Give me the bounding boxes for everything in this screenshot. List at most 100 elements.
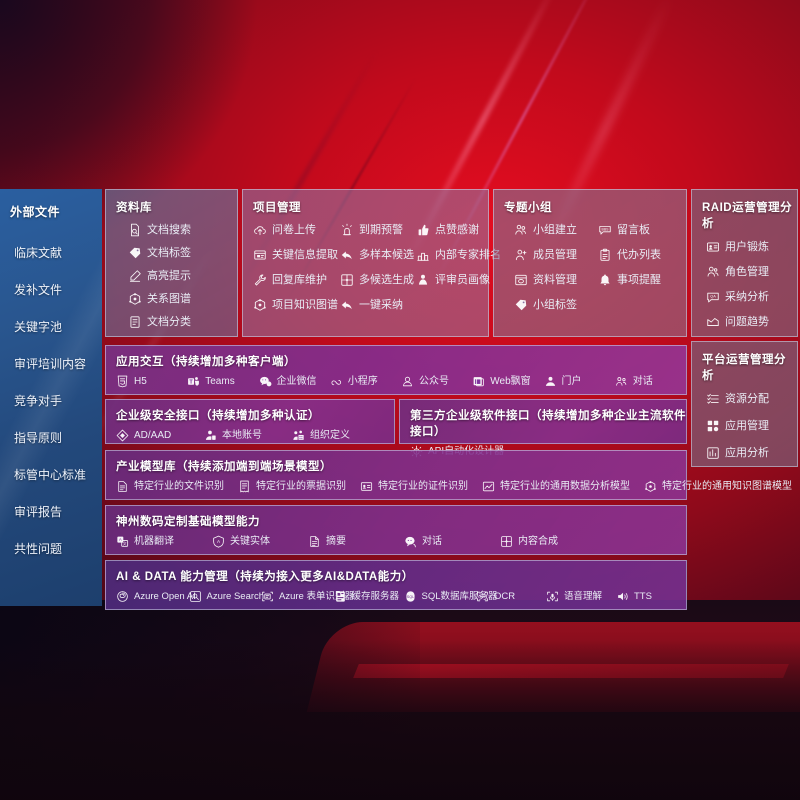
openai-spiral-icon [116, 590, 129, 603]
entity-badge-icon: A [212, 535, 225, 548]
idcard-recognize-icon [360, 480, 373, 493]
project-item-expiry-alert[interactable]: 到期预警 [340, 223, 414, 237]
sidebar-item-standards-center[interactable]: 标管中心标准 [14, 468, 87, 482]
library-item-relation-graph[interactable]: 关系图谱 [128, 292, 229, 306]
model-item-receipt-recognition[interactable]: 特定行业的票据识别 [238, 480, 346, 493]
project-item-one-click-adopt[interactable]: 一键采纳 [340, 298, 414, 312]
ai-item-cache-server[interactable]: 缓存服务器 [334, 590, 404, 603]
dcits-item-summary[interactable]: 摘要 [308, 535, 404, 548]
model-item-file-recognition[interactable]: 特定行业的文件识别 [116, 480, 224, 493]
interaction-item-miniprogram[interactable]: 小程序 [330, 375, 401, 388]
search-doc-icon [189, 590, 202, 603]
portal-user-icon [544, 375, 557, 388]
project-item-thanks-like[interactable]: 点赞感谢 [416, 223, 501, 237]
platform-item-app-analysis[interactable]: 应用分析 [706, 446, 789, 460]
panel-platform-title: 平台运营管理分析 [702, 354, 786, 382]
group-item-member-management[interactable]: 成员管理 [514, 248, 594, 262]
platform-item-resource-allocation[interactable]: 资源分配 [706, 392, 789, 406]
dcits-item-content-synthesis[interactable]: 内容合成 [500, 535, 596, 548]
project-item-project-knowledge-graph[interactable]: 项目知识图谱 [253, 298, 338, 312]
raid-item-user-training[interactable]: 用户锻炼 [706, 240, 789, 254]
sidebar-item-review-training[interactable]: 审评培训内容 [14, 357, 87, 371]
interaction-item-wecom[interactable]: 企业微信 [259, 375, 330, 388]
group-item-message-board[interactable]: BBS 留言板 [598, 223, 678, 237]
panel-ai-data-management: AI & DATA 能力管理（持续为接入更多AI&DATA能力） Azure O… [105, 560, 687, 610]
ai-item-azure-form-recognizer[interactable]: Azure 表单识别器 [261, 590, 354, 603]
org-structure-icon [292, 429, 305, 442]
interaction-item-h5[interactable]: H5 [116, 375, 187, 388]
clipboard-list-icon [598, 248, 612, 262]
sidebar-item-competitors[interactable]: 竞争对手 [14, 394, 63, 408]
ai-item-azure-openai[interactable]: Azure Open AI [116, 590, 196, 603]
interaction-item-portal[interactable]: 门户 [544, 375, 615, 388]
ai-item-azure-search[interactable]: Azure Search [189, 590, 264, 603]
group-item-material-management[interactable]: 资料管理 [514, 273, 594, 287]
teams-icon [187, 375, 200, 388]
ranking-bar-icon [416, 248, 430, 262]
library-item-document-category[interactable]: 文档分类 [128, 315, 229, 329]
group-item-create-group[interactable]: 小组建立 [514, 223, 594, 237]
ai-item-voice-understanding[interactable]: 语音理解 [546, 590, 616, 603]
project-item-key-info-extract[interactable]: 关键信息提取 [253, 248, 338, 262]
project-item-questionnaire-upload[interactable]: 问卷上传 [253, 223, 338, 237]
sidebar: 外部文件 临床文献 发补文件 关键字池 审评培训内容 竞争对手 指导原则 标管中… [0, 189, 102, 606]
project-item-reply-library-maintain[interactable]: 回复库维护 [253, 273, 338, 287]
ai-item-ocr[interactable]: OCR OCR [477, 590, 516, 602]
tag-icon [128, 246, 142, 260]
panel-enterprise-security: 企业级安全接口（持续增加多种认证） AD/AAD 本地账号 组织定义 [105, 399, 395, 444]
platform-item-app-management[interactable]: 应用管理 [706, 419, 789, 433]
ai-item-sql-database-server[interactable]: SQL SQL数据库服务器 [404, 590, 498, 603]
security-item-ad-aad[interactable]: AD/AAD [116, 429, 204, 442]
sidebar-item-keyword-pool[interactable]: 关键字池 [14, 320, 63, 334]
security-item-local-account[interactable]: 本地账号 [204, 429, 292, 442]
raid-item-issue-trend[interactable]: 问题趋势 [706, 315, 789, 329]
panel-library: 资料库 文档搜索 文档标签 高亮提示 关系图谱 文档分类 [105, 189, 238, 337]
miniprogram-icon [330, 375, 343, 388]
tts-speaker-icon [616, 590, 629, 603]
thumbs-up-icon [416, 223, 430, 237]
model-item-idcard-recognition[interactable]: 特定行业的证件识别 [360, 480, 468, 493]
sidebar-item-supplement-files[interactable]: 发补文件 [14, 283, 63, 297]
interaction-item-dialog[interactable]: 对话 [615, 375, 686, 388]
receipt-recognize-icon [238, 480, 251, 493]
security-item-org-definition[interactable]: 组织定义 [292, 429, 380, 442]
panel-model-title: 产业模型库（持续添加端到端场景模型） [116, 461, 332, 473]
model-item-knowledge-graph[interactable]: 特定行业的通用知识图谱模型 [644, 480, 792, 493]
sidebar-item-clinical-literature[interactable]: 临床文献 [14, 246, 63, 260]
project-item-expert-ranking[interactable]: 内部专家排名 [416, 248, 501, 262]
dcits-item-dialog[interactable]: 对话 [404, 535, 500, 548]
interaction-item-official-account[interactable]: 公众号 [401, 375, 472, 388]
project-item-reviewer-profile[interactable]: 评审员画像 [416, 273, 501, 287]
dcits-item-key-entity[interactable]: A 关键实体 [212, 535, 308, 548]
dialog-people-icon [615, 375, 628, 388]
sidebar-item-common-issues[interactable]: 共性问题 [14, 542, 63, 556]
file-recognize-icon [116, 480, 129, 493]
library-item-document-tag[interactable]: 文档标签 [128, 246, 229, 260]
sidebar-item-guidelines[interactable]: 指导原则 [14, 431, 63, 445]
group-item-group-tag[interactable]: 小组标签 [514, 298, 594, 312]
panel-interaction-items: H5 Teams 企业微信 小程序 公众号 Web飘窗 [106, 369, 686, 388]
apps-grid-icon [706, 419, 720, 433]
interaction-item-teams[interactable]: Teams [187, 375, 258, 388]
sidebar-item-review-report[interactable]: 审评报告 [14, 505, 63, 519]
local-account-icon [204, 429, 217, 442]
interaction-item-web-float[interactable]: Web飘窗 [472, 375, 543, 388]
project-item-multi-sample-candidate[interactable]: 多样本候选 [340, 248, 414, 262]
panel-platform-items: 资源分配 应用管理 应用分析 [692, 383, 797, 460]
sidebar-list: 临床文献 发补文件 关键字池 审评培训内容 竞争对手 指导原则 标管中心标准 审… [0, 234, 102, 567]
group-item-event-reminder[interactable]: 事项提醒 [598, 273, 678, 287]
library-item-document-search[interactable]: 文档搜索 [128, 223, 229, 237]
graph-network-icon [253, 298, 267, 312]
raid-item-role-management[interactable]: 角色管理 [706, 265, 789, 279]
library-item-highlight[interactable]: 高亮提示 [128, 269, 229, 283]
group-item-todo-list[interactable]: 代办列表 [598, 248, 678, 262]
project-item-multi-candidate-generate[interactable]: 多候选生成 [340, 273, 414, 287]
panel-dcits-title: 神州数码定制基础模型能力 [116, 516, 260, 528]
model-item-data-analysis[interactable]: 特定行业的通用数据分析模型 [482, 480, 630, 493]
panel-app-interaction: 应用交互（持续增加多种客户端） H5 Teams 企业微信 小程序 公众号 [105, 345, 687, 395]
panel-thirdparty-interface: 第三方企业级软件接口（持续增加多种企业主流软件接口） API自动化设计器 [399, 399, 687, 458]
ai-item-tts[interactable]: TTS [616, 590, 686, 603]
raid-item-adoption-analysis[interactable]: QA 采纳分析 [706, 290, 789, 304]
